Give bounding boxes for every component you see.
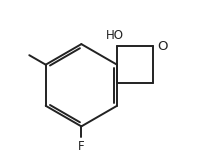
Text: F: F — [78, 140, 84, 153]
Text: O: O — [157, 40, 167, 53]
Text: HO: HO — [106, 29, 124, 42]
